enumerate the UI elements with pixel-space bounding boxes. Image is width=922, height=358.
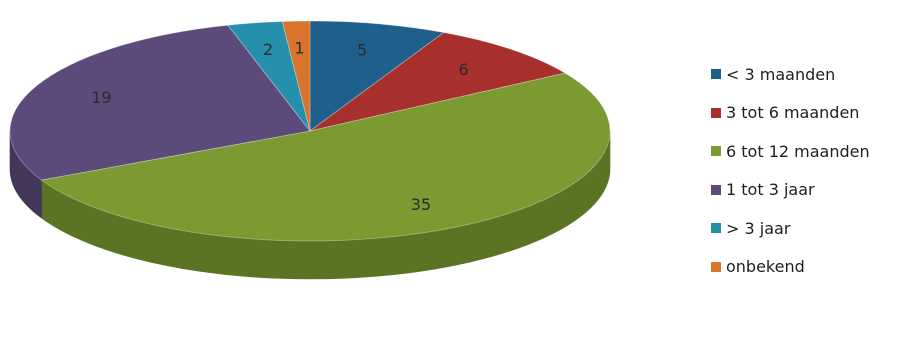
pie-data-label: 19 [91,88,111,107]
legend-item: onbekend [711,257,916,277]
pie-data-label: 35 [411,195,431,214]
legend-item: < 3 maanden [711,64,916,84]
legend-item: 6 tot 12 maanden [711,141,916,161]
pie-data-label: 1 [294,38,304,57]
legend-label: 1 tot 3 jaar [726,180,815,200]
pie-top-faces [9,20,611,242]
pie-data-label: 2 [263,40,273,59]
legend-swatch [711,69,721,79]
pie-slice [9,24,311,181]
pie-slice [309,20,445,132]
legend-swatch [711,146,721,157]
pie-slice [281,20,311,132]
pie-slice [40,72,611,242]
legend-label: 6 tot 12 maanden [726,141,870,161]
legend-label: < 3 maanden [726,64,836,84]
chart-legend: < 3 maanden 3 tot 6 maanden 6 tot 12 maa… [711,64,916,296]
pie-slice [227,21,311,132]
legend-label: onbekend [726,257,805,277]
pie-slice [309,32,567,132]
legend-item: > 3 jaar [711,218,916,238]
legend-label: > 3 jaar [726,218,791,238]
pie-data-label: 5 [357,41,367,60]
pie-data-labels: 5 6 35 19 2 1 [91,38,468,214]
pie-plot-area: 5 6 35 19 2 1 [9,20,611,280]
pie-data-label: 6 [459,60,469,79]
legend-item: 3 tot 6 maanden [711,103,916,123]
legend-item: 1 tot 3 jaar [711,180,916,200]
legend-swatch [711,223,721,234]
legend-swatch [711,107,721,118]
legend-swatch [711,261,721,272]
legend-swatch [711,184,721,195]
legend-label: 3 tot 6 maanden [726,103,860,123]
